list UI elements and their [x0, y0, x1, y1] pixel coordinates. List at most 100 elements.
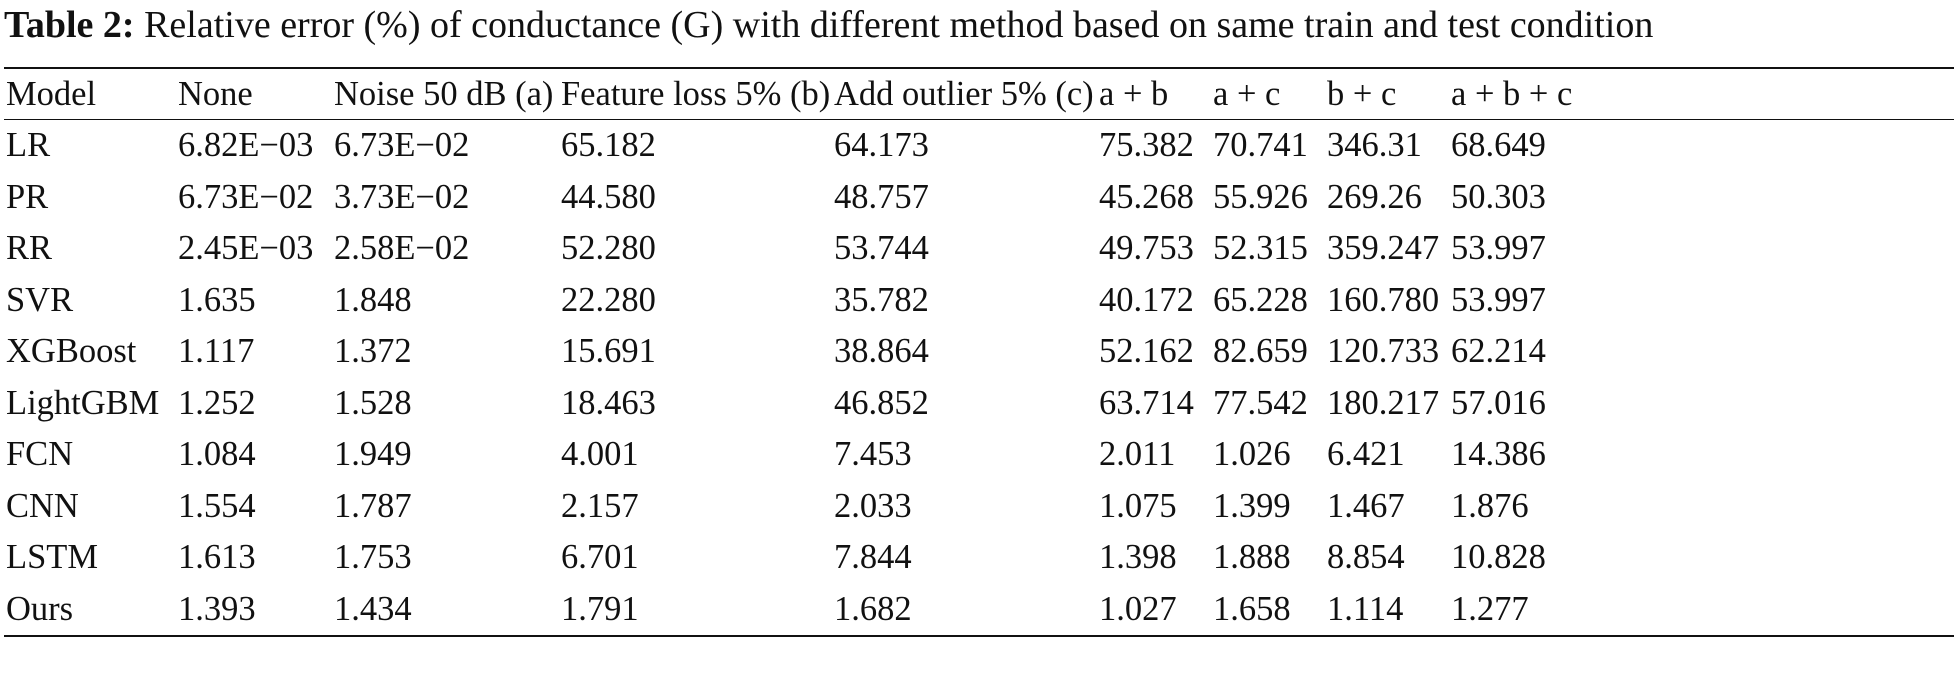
model-name-cell: SVR: [6, 280, 74, 319]
table-cell: 269.26: [1327, 177, 1422, 216]
table-cell: 6.82E−03: [178, 126, 314, 164]
table-cell: 53.744: [834, 229, 929, 267]
table-cell: 7.844: [834, 538, 912, 576]
table-cell: 45.268: [1099, 177, 1194, 216]
table-cell: 1.787: [334, 486, 412, 525]
table-cell: 15.691: [561, 332, 656, 370]
table-row: XGBoost 1.117 1.372 15.691 38.864 52.162 82.65…: [4, 326, 1954, 378]
table-cell: 4.001: [561, 435, 639, 473]
model-name-cell: PR: [6, 177, 49, 216]
table-caption: Table 2: Relative error (%) of conductan…: [4, 0, 1950, 50]
table-cell: 359.247: [1327, 229, 1440, 267]
table-cell: 77.542: [1213, 383, 1308, 422]
table-cell: 55.926: [1213, 177, 1308, 216]
table-cell: 1.949: [334, 435, 412, 473]
column-header: a + c: [1211, 68, 1325, 120]
table-cell: 1.888: [1213, 538, 1291, 576]
table-cell: 1.635: [178, 280, 256, 319]
table-cell: 1.084: [178, 435, 256, 473]
table-cell: 68.649: [1451, 126, 1546, 164]
model-name-cell: CNN: [6, 486, 79, 525]
table-row: CNN 1.554 1.787 2.157 2.033 1.075 1.399 1.467 1.…: [4, 481, 1954, 533]
table-row: LR 6.82E−03 6.73E−02 65.182 64.173 75.382 70.7…: [4, 120, 1954, 172]
table-cell: 64.173: [834, 126, 929, 164]
table-cell: 2.033: [834, 486, 912, 525]
table-cell: 49.753: [1099, 229, 1194, 267]
table-cell: 7.453: [834, 435, 912, 473]
table-cell: 1.658: [1213, 589, 1291, 628]
table-cell: 46.852: [834, 383, 929, 422]
model-name-cell: XGBoost: [6, 332, 137, 370]
table-cell: 3.73E−02: [334, 177, 470, 216]
table-cell: 1.848: [334, 280, 412, 319]
table-cell: 38.864: [834, 332, 929, 370]
table-cell: 6.73E−02: [178, 177, 314, 216]
table-cell: 1.277: [1451, 589, 1529, 628]
table-cell: 44.580: [561, 177, 656, 216]
table-cell: 1.393: [178, 589, 256, 628]
model-name-cell: RR: [6, 229, 53, 267]
table-cell: 35.782: [834, 280, 929, 319]
column-header: Feature loss 5% (b): [559, 68, 832, 120]
table-cell: 18.463: [561, 383, 656, 422]
table-header-row: Model None Noise 50 dB (a) Feature loss 5% …: [4, 68, 1954, 120]
table-cell: 57.016: [1451, 383, 1546, 422]
table-cell: 6.701: [561, 538, 639, 576]
table-cell: 52.162: [1099, 332, 1194, 370]
table-cell: 2.011: [1099, 435, 1176, 473]
table-cell: 1.753: [334, 538, 412, 576]
table-cell: 1.467: [1327, 486, 1405, 525]
table-cell: 1.026: [1213, 435, 1291, 473]
table-cell: 160.780: [1327, 280, 1440, 319]
column-header: Add outlier 5% (c): [832, 68, 1097, 120]
table-row: SVR 1.635 1.848 22.280 35.782 40.172 65.228 160…: [4, 275, 1954, 327]
table-cell: 14.386: [1451, 435, 1546, 473]
table-cell: 52.315: [1213, 229, 1308, 267]
table-cell: 120.733: [1327, 332, 1440, 370]
table-cell: 1.791: [561, 589, 639, 628]
model-name-cell: LSTM: [6, 538, 99, 576]
table-cell: 1.876: [1451, 486, 1529, 525]
model-name-cell: FCN: [6, 435, 74, 473]
table-cell: 52.280: [561, 229, 656, 267]
table-cell: 40.172: [1099, 280, 1194, 319]
column-header: a + b: [1097, 68, 1211, 120]
table-cell: 2.157: [561, 486, 639, 525]
model-name-cell: LR: [6, 126, 51, 164]
table-cell: 1.434: [334, 589, 412, 628]
model-name-cell: LightGBM: [6, 383, 160, 422]
table-row: RR 2.45E−03 2.58E−02 52.280 53.744 49.753 52.3…: [4, 223, 1954, 275]
table-cell: 1.027: [1099, 589, 1177, 628]
table-cell: 1.682: [834, 589, 912, 628]
column-header: a + b + c: [1449, 68, 1954, 120]
table-cell: 50.303: [1451, 177, 1546, 216]
table-cell: 53.997: [1451, 229, 1546, 267]
table-cell: 65.228: [1213, 280, 1308, 319]
column-header: Noise 50 dB (a): [332, 68, 559, 120]
table-cell: 48.757: [834, 177, 929, 216]
table-cell: 1.117: [178, 332, 255, 370]
table-row: Ours 1.393 1.434 1.791 1.682 1.027 1.658 1.114 1…: [4, 584, 1954, 637]
table-cell: 1.528: [334, 383, 412, 422]
table-cell: 1.114: [1327, 589, 1404, 628]
table-cell: 1.554: [178, 486, 256, 525]
table-cell: 6.421: [1327, 435, 1405, 473]
table-cell: 75.382: [1099, 126, 1194, 164]
table-cell: 180.217: [1327, 383, 1440, 422]
table-cell: 1.613: [178, 538, 256, 576]
table-cell: 53.997: [1451, 280, 1546, 319]
column-header: b + c: [1325, 68, 1449, 120]
table-cell: 2.45E−03: [178, 229, 314, 267]
table-cell: 2.58E−02: [334, 229, 470, 267]
table-caption-label: Table 2:: [4, 4, 135, 46]
table-cell: 1.372: [334, 332, 412, 370]
model-name-cell: Ours: [6, 589, 74, 628]
table-cell: 70.741: [1213, 126, 1308, 164]
table-cell: 63.714: [1099, 383, 1194, 422]
column-header: None: [176, 68, 332, 120]
table-cell: 346.31: [1327, 126, 1422, 164]
table-row: LightGBM 1.252 1.528 18.463 46.852 63.714 77.5…: [4, 378, 1954, 430]
table-row: FCN 1.084 1.949 4.001 7.453 2.011 1.026 6.421 14…: [4, 429, 1954, 481]
results-table: Model None Noise 50 dB (a) Feature loss 5% …: [4, 67, 1954, 637]
